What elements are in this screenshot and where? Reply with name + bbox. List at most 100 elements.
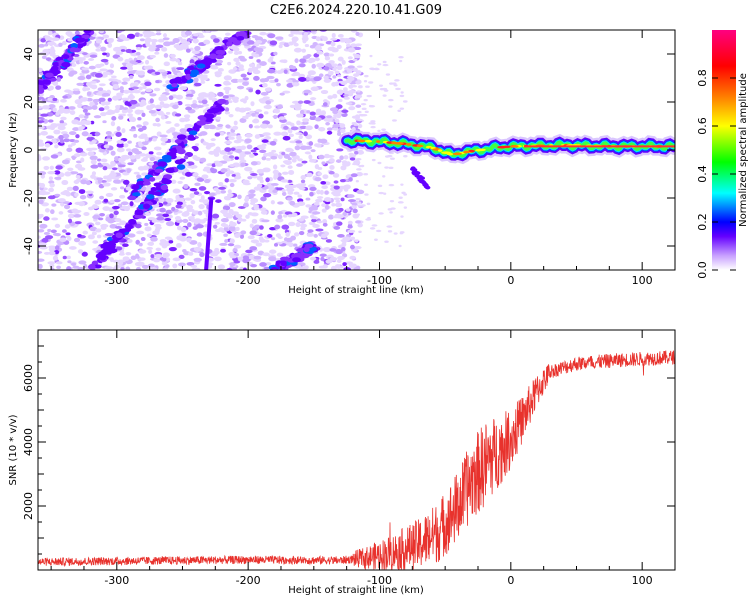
- noise-blob: [110, 121, 116, 127]
- noise-blob: [140, 99, 146, 105]
- noise-blob: [207, 124, 216, 130]
- noise-blob: [67, 213, 75, 219]
- noise-blob: [202, 168, 208, 172]
- noise-blob: [38, 67, 43, 73]
- noise-blob: [377, 129, 381, 133]
- noise-blob: [165, 120, 172, 124]
- noise-blob: [244, 138, 252, 144]
- noise-blob: [183, 183, 189, 189]
- colorbar-tick-label: 0.4: [696, 165, 709, 183]
- signal-peak: [510, 145, 519, 148]
- noise-blob: [323, 197, 332, 203]
- noise-blob: [185, 48, 191, 53]
- noise-blob: [292, 80, 300, 83]
- noise-blob: [281, 188, 286, 193]
- noise-blob: [253, 203, 259, 209]
- noise-blob: [316, 50, 323, 55]
- streak-blob: [134, 209, 141, 216]
- noise-blob: [176, 67, 185, 71]
- noise-blob: [263, 266, 270, 270]
- noise-blob: [145, 88, 153, 93]
- noise-blob: [181, 211, 190, 217]
- noise-blob: [220, 248, 226, 253]
- noise-blob: [184, 123, 193, 128]
- noise-blob: [244, 196, 250, 200]
- noise-blob: [245, 249, 253, 254]
- noise-blob: [249, 230, 258, 236]
- noise-blob: [172, 104, 179, 110]
- noise-blob: [229, 262, 236, 267]
- noise-blob: [272, 189, 278, 194]
- noise-blob: [259, 78, 267, 83]
- noise-blob: [320, 89, 329, 95]
- noise-blob: [83, 114, 89, 119]
- noise-blob: [119, 220, 127, 226]
- noise-blob: [212, 224, 218, 229]
- noise-blob: [366, 94, 372, 98]
- noise-blob: [250, 201, 256, 206]
- noise-blob: [298, 134, 303, 140]
- noise-blob: [88, 65, 96, 70]
- noise-blob: [226, 267, 233, 270]
- noise-blob: [306, 172, 313, 178]
- noise-blob: [230, 147, 236, 151]
- noise-blob: [114, 225, 123, 229]
- noise-blob: [174, 113, 182, 117]
- colorbar-label: Normalized spectral amplitude: [738, 73, 749, 227]
- noise-blob: [59, 106, 65, 112]
- noise-blob: [327, 95, 334, 100]
- noise-blob: [38, 258, 45, 262]
- noise-blob: [245, 113, 252, 118]
- streak-blob: [150, 186, 158, 192]
- noise-blob: [244, 95, 249, 101]
- noise-blob: [137, 116, 142, 121]
- noise-blob: [392, 119, 397, 122]
- noise-blob: [314, 124, 319, 129]
- noise-blob: [83, 211, 90, 216]
- noise-blob: [349, 244, 355, 250]
- noise-blob: [237, 78, 245, 83]
- noise-blob: [157, 69, 166, 73]
- streak-blob: [303, 246, 310, 253]
- noise-blob: [116, 39, 124, 42]
- noise-blob: [86, 81, 92, 87]
- noise-blob: [386, 154, 393, 158]
- noise-blob: [253, 53, 260, 58]
- noise-blob: [75, 175, 81, 179]
- noise-blob: [59, 120, 65, 124]
- noise-blob: [210, 64, 218, 69]
- noise-blob: [174, 123, 180, 127]
- noise-blob: [197, 55, 204, 59]
- noise-blob: [135, 51, 141, 56]
- noise-blob: [72, 185, 79, 191]
- noise-blob: [334, 264, 341, 269]
- signal-peak: [452, 152, 462, 156]
- noise-blob: [224, 111, 231, 115]
- noise-blob: [114, 156, 119, 162]
- streak-blob: [188, 134, 195, 140]
- noise-blob: [133, 171, 140, 175]
- noise-blob: [178, 254, 185, 260]
- noise-blob: [98, 97, 106, 102]
- noise-blob: [307, 229, 314, 233]
- noise-blob: [210, 252, 219, 257]
- noise-blob: [181, 30, 186, 35]
- noise-blob: [305, 197, 311, 201]
- streak-blob: [108, 243, 116, 250]
- noise-blob: [355, 180, 359, 183]
- noise-blob: [332, 123, 341, 129]
- noise-blob: [71, 142, 76, 146]
- noise-blob: [85, 180, 91, 186]
- noise-blob: [309, 256, 317, 261]
- noise-blob: [400, 183, 404, 186]
- noise-blob: [77, 266, 85, 270]
- noise-blob: [179, 176, 186, 180]
- noise-blob: [293, 47, 303, 53]
- noise-blob: [74, 221, 82, 225]
- noise-blob: [87, 234, 95, 240]
- noise-blob: [402, 100, 408, 103]
- signal-peak: [441, 151, 451, 155]
- noise-blob: [321, 161, 326, 165]
- noise-blob: [398, 56, 404, 59]
- noise-blob: [167, 73, 173, 79]
